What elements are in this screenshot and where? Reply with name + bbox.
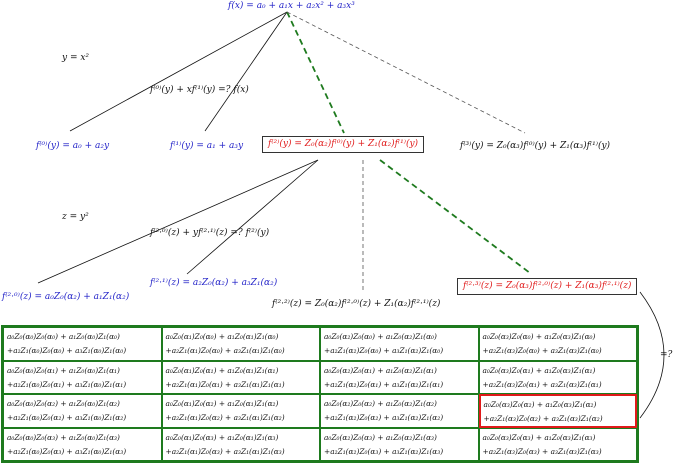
edge-f2-f21 — [186, 159, 319, 275]
grid-cell-line: +a₂Z₁(α₁)Z₀(α₂) + a₃Z₁(α₁)Z₁(α₂) — [165, 413, 285, 422]
grid-cell: a₀Z₀(α₂)Z₀(α₂) + a₁Z₀(α₂)Z₁(α₂) +a₂Z₁(α₂)… — [320, 394, 479, 428]
grid-cell: a₀Z₀(α₀)Z₀(α₃) + a₁Z₀(α₀)Z₁(α₃) +a₂Z₁(α₀)… — [3, 427, 162, 461]
node-f22: f⁽²·²⁾(z) = Z₀(α₂)f⁽²·⁰⁾(z) + Z₁(α₂)f⁽²·… — [272, 299, 441, 309]
grid-cell: a₀Z₀(α₂)Z₀(α₀) + a₁Z₀(α₂)Z₁(α₀) +a₂Z₁(α₂)… — [320, 327, 479, 361]
grid-cell-line: +a₂Z₁(α₂)Z₀(α₃) + a₃Z₁(α₂)Z₁(α₃) — [324, 446, 444, 456]
edge-root-f0 — [69, 11, 288, 132]
evaluation-grid: a₀Z₀(α₀)Z₀(α₀) + a₁Z₀(α₀)Z₁(α₀) +a₂Z₁(α₀)… — [1, 325, 639, 463]
grid-cell: a₀Z₀(α₃)Z₀(α₂) + a₁Z₀(α₃)Z₁(α₂) +a₂Z₁(α₃)… — [478, 394, 637, 428]
grid-cell-line: +a₂Z₁(α₁)Z₀(α₃) + a₃Z₁(α₁)Z₁(α₃) — [165, 446, 285, 456]
grid-cell: a₀Z₀(α₁)Z₀(α₃) + a₁Z₀(α₁)Z₁(α₃) +a₂Z₁(α₁)… — [161, 427, 320, 461]
grid-cell: a₀Z₀(α₁)Z₀(α₀) + a₁Z₀(α₁)Z₁(α₀) +a₂Z₁(α₁)… — [161, 327, 320, 361]
grid-cell-line: +a₂Z₁(α₁)Z₀(α₀) + a₃Z₁(α₁)Z₁(α₀) — [165, 346, 285, 355]
edge-root-f2 — [286, 11, 345, 134]
substitution-y: y = x² — [62, 53, 90, 63]
grid-cell-line: +a₂Z₁(α₂)Z₀(α₀) + a₃Z₁(α₂)Z₁(α₀) — [324, 346, 444, 355]
equality-mark: =? — [660, 350, 673, 360]
grid-cell: a₀Z₀(α₃)Z₀(α₃) + a₁Z₀(α₃)Z₁(α₃) +a₂Z₁(α₃)… — [478, 427, 637, 461]
grid-cell-line: a₀Z₀(α₀)Z₀(α₁) + a₁Z₀(α₀)Z₁(α₁) — [7, 365, 120, 375]
node-f3: f⁽³⁾(y) = Z₀(α₃)f⁽⁰⁾(y) + Z₁(α₃)f⁽¹⁾(y) — [460, 141, 611, 151]
grid-cell-line: a₀Z₀(α₂)Z₀(α₀) + a₁Z₀(α₂)Z₁(α₀) — [324, 332, 437, 341]
grid-cell-line: +a₂Z₁(α₀)Z₀(α₁) + a₃Z₁(α₀)Z₁(α₁) — [7, 379, 127, 389]
grid-cell-line: +a₂Z₁(α₂)Z₀(α₁) + a₃Z₁(α₂)Z₁(α₁) — [324, 379, 444, 389]
grid-cell-line: a₀Z₀(α₀)Z₀(α₃) + a₁Z₀(α₀)Z₁(α₃) — [7, 432, 120, 442]
grid-cell-line: +a₂Z₁(α₂)Z₀(α₂) + a₃Z₁(α₂)Z₁(α₂) — [324, 413, 444, 422]
node-f0: f⁽⁰⁾(y) = a₀ + a₂y — [36, 141, 110, 151]
grid-cell-line: a₀Z₀(α₂)Z₀(α₁) + a₁Z₀(α₂)Z₁(α₁) — [324, 365, 437, 375]
root-polynomial: f(x) = a₀ + a₁x + a₂x² + a₃x³ — [228, 1, 355, 11]
substitution-z: z = y² — [62, 212, 89, 222]
grid-cell: a₀Z₀(α₀)Z₀(α₀) + a₁Z₀(α₀)Z₁(α₀) +a₂Z₁(α₀)… — [3, 327, 162, 361]
grid-cell-line: a₀Z₀(α₂)Z₀(α₃) + a₁Z₀(α₂)Z₁(α₃) — [324, 432, 437, 442]
edge-root-f3 — [286, 11, 526, 134]
edge-f2-f23 — [379, 159, 531, 274]
grid-cell-line: a₀Z₀(α₃)Z₀(α₀) + a₁Z₀(α₃)Z₁(α₀) — [482, 332, 596, 341]
equality-arc — [639, 291, 665, 419]
grid-cell: a₀Z₀(α₀)Z₀(α₂) + a₁Z₀(α₀)Z₁(α₂) +a₂Z₁(α₀)… — [3, 394, 162, 428]
grid-cell: a₀Z₀(α₃)Z₀(α₁) + a₁Z₀(α₃)Z₁(α₁) +a₂Z₁(α₃)… — [478, 360, 637, 394]
grid-cell-line: +a₂Z₁(α₃)Z₀(α₁) + a₃Z₁(α₃)Z₁(α₁) — [482, 379, 602, 389]
relation-level2: f⁽²·⁰⁾(z) + yf⁽²·¹⁾(z) =? f⁽²⁾(y) — [150, 228, 270, 238]
grid-cell-line: a₀Z₀(α₃)Z₀(α₃) + a₁Z₀(α₃)Z₁(α₃) — [482, 432, 596, 442]
grid-cell: a₀Z₀(α₂)Z₀(α₃) + a₁Z₀(α₂)Z₁(α₃) +a₂Z₁(α₂)… — [320, 427, 479, 461]
grid-cell-line: +a₂Z₁(α₃)Z₀(α₃) + a₃Z₁(α₃)Z₁(α₃) — [482, 446, 602, 456]
grid-cell: a₀Z₀(α₀)Z₀(α₁) + a₁Z₀(α₀)Z₁(α₁) +a₂Z₁(α₀)… — [3, 360, 162, 394]
grid-cell-line: a₀Z₀(α₃)Z₀(α₂) + a₁Z₀(α₃)Z₁(α₂) — [483, 400, 597, 409]
grid-cell-line: a₀Z₀(α₁)Z₀(α₂) + a₁Z₀(α₁)Z₁(α₂) — [165, 399, 279, 408]
edge-root-f1 — [204, 11, 288, 132]
node-f2: f⁽²⁾(y) = Z₀(α₂)f⁽⁰⁾(y) + Z₁(α₂)f⁽¹⁾(y) — [262, 136, 425, 153]
grid-cell-line: +a₂Z₁(α₁)Z₀(α₁) + a₃Z₁(α₁)Z₁(α₁) — [165, 379, 285, 389]
grid-cell: a₀Z₀(α₁)Z₀(α₂) + a₁Z₀(α₁)Z₁(α₂) +a₂Z₁(α₁)… — [161, 394, 320, 428]
node-f20: f⁽²·⁰⁾(z) = a₀Z₀(α₂) + a₁Z₁(α₂) — [2, 292, 130, 302]
relation-level1: f⁽⁰⁾(y) + xf⁽¹⁾(y) =? f(x) — [150, 85, 249, 95]
grid-cell-line: a₀Z₀(α₂)Z₀(α₂) + a₁Z₀(α₂)Z₁(α₂) — [324, 399, 437, 408]
grid-cell-line: a₀Z₀(α₁)Z₀(α₀) + a₁Z₀(α₁)Z₁(α₀) — [165, 332, 279, 341]
grid-cell-line: a₀Z₀(α₀)Z₀(α₂) + a₁Z₀(α₀)Z₁(α₂) — [7, 399, 120, 408]
grid-cell: a₀Z₀(α₁)Z₀(α₁) + a₁Z₀(α₁)Z₁(α₁) +a₂Z₁(α₁)… — [161, 360, 320, 394]
grid-cell-line: a₀Z₀(α₁)Z₀(α₁) + a₁Z₀(α₁)Z₁(α₁) — [165, 365, 279, 375]
node-f23: f⁽²·³⁾(z) = Z₀(α₃)f⁽²·⁰⁾(z) + Z₁(α₃)f⁽²·… — [457, 278, 638, 295]
grid-cell: a₀Z₀(α₂)Z₀(α₁) + a₁Z₀(α₂)Z₁(α₁) +a₂Z₁(α₂)… — [320, 360, 479, 394]
grid-cell-line: +a₂Z₁(α₀)Z₀(α₂) + a₃Z₁(α₀)Z₁(α₂) — [7, 413, 127, 422]
grid-cell-line: a₀Z₀(α₃)Z₀(α₁) + a₁Z₀(α₃)Z₁(α₁) — [482, 365, 596, 375]
grid-cell: a₀Z₀(α₃)Z₀(α₀) + a₁Z₀(α₃)Z₁(α₀) +a₂Z₁(α₃)… — [478, 327, 637, 361]
edge-f2-f20 — [37, 159, 319, 284]
grid-cell-line: +a₂Z₁(α₃)Z₀(α₂) + a₃Z₁(α₃)Z₁(α₂) — [483, 414, 603, 423]
grid-cell-line: +a₂Z₁(α₀)Z₀(α₃) + a₃Z₁(α₀)Z₁(α₃) — [7, 446, 127, 456]
grid-cell-line: +a₂Z₁(α₀)Z₀(α₀) + a₃Z₁(α₀)Z₁(α₀) — [7, 346, 127, 355]
grid-cell-line: +a₂Z₁(α₃)Z₀(α₀) + a₃Z₁(α₃)Z₁(α₀) — [482, 346, 602, 355]
grid-cell-line: a₀Z₀(α₀)Z₀(α₀) + a₁Z₀(α₀)Z₁(α₀) — [7, 332, 120, 341]
node-f21: f⁽²·¹⁾(z) = a₂Z₀(α₂) + a₃Z₁(α₂) — [150, 278, 278, 288]
grid-cell-line: a₀Z₀(α₁)Z₀(α₃) + a₁Z₀(α₁)Z₁(α₃) — [165, 432, 279, 442]
node-f1: f⁽¹⁾(y) = a₁ + a₃y — [170, 141, 244, 151]
